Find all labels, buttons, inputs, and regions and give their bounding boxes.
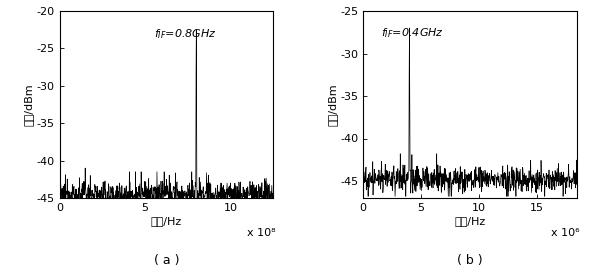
Text: $f_{IF}$=0.4GHz: $f_{IF}$=0.4GHz bbox=[381, 26, 444, 40]
Text: ( a ): ( a ) bbox=[154, 254, 179, 267]
X-axis label: 频率/Hz: 频率/Hz bbox=[151, 216, 182, 226]
Text: ( b ): ( b ) bbox=[458, 254, 483, 267]
Text: x 10⁸: x 10⁸ bbox=[247, 228, 275, 238]
Text: $f_{IF}$=0.8GHz: $f_{IF}$=0.8GHz bbox=[154, 27, 217, 41]
Y-axis label: 功率/dBm: 功率/dBm bbox=[327, 83, 337, 126]
Text: x 10⁶: x 10⁶ bbox=[551, 228, 580, 238]
Y-axis label: 功率/dBm: 功率/dBm bbox=[24, 83, 34, 126]
X-axis label: 频率/Hz: 频率/Hz bbox=[455, 216, 486, 226]
